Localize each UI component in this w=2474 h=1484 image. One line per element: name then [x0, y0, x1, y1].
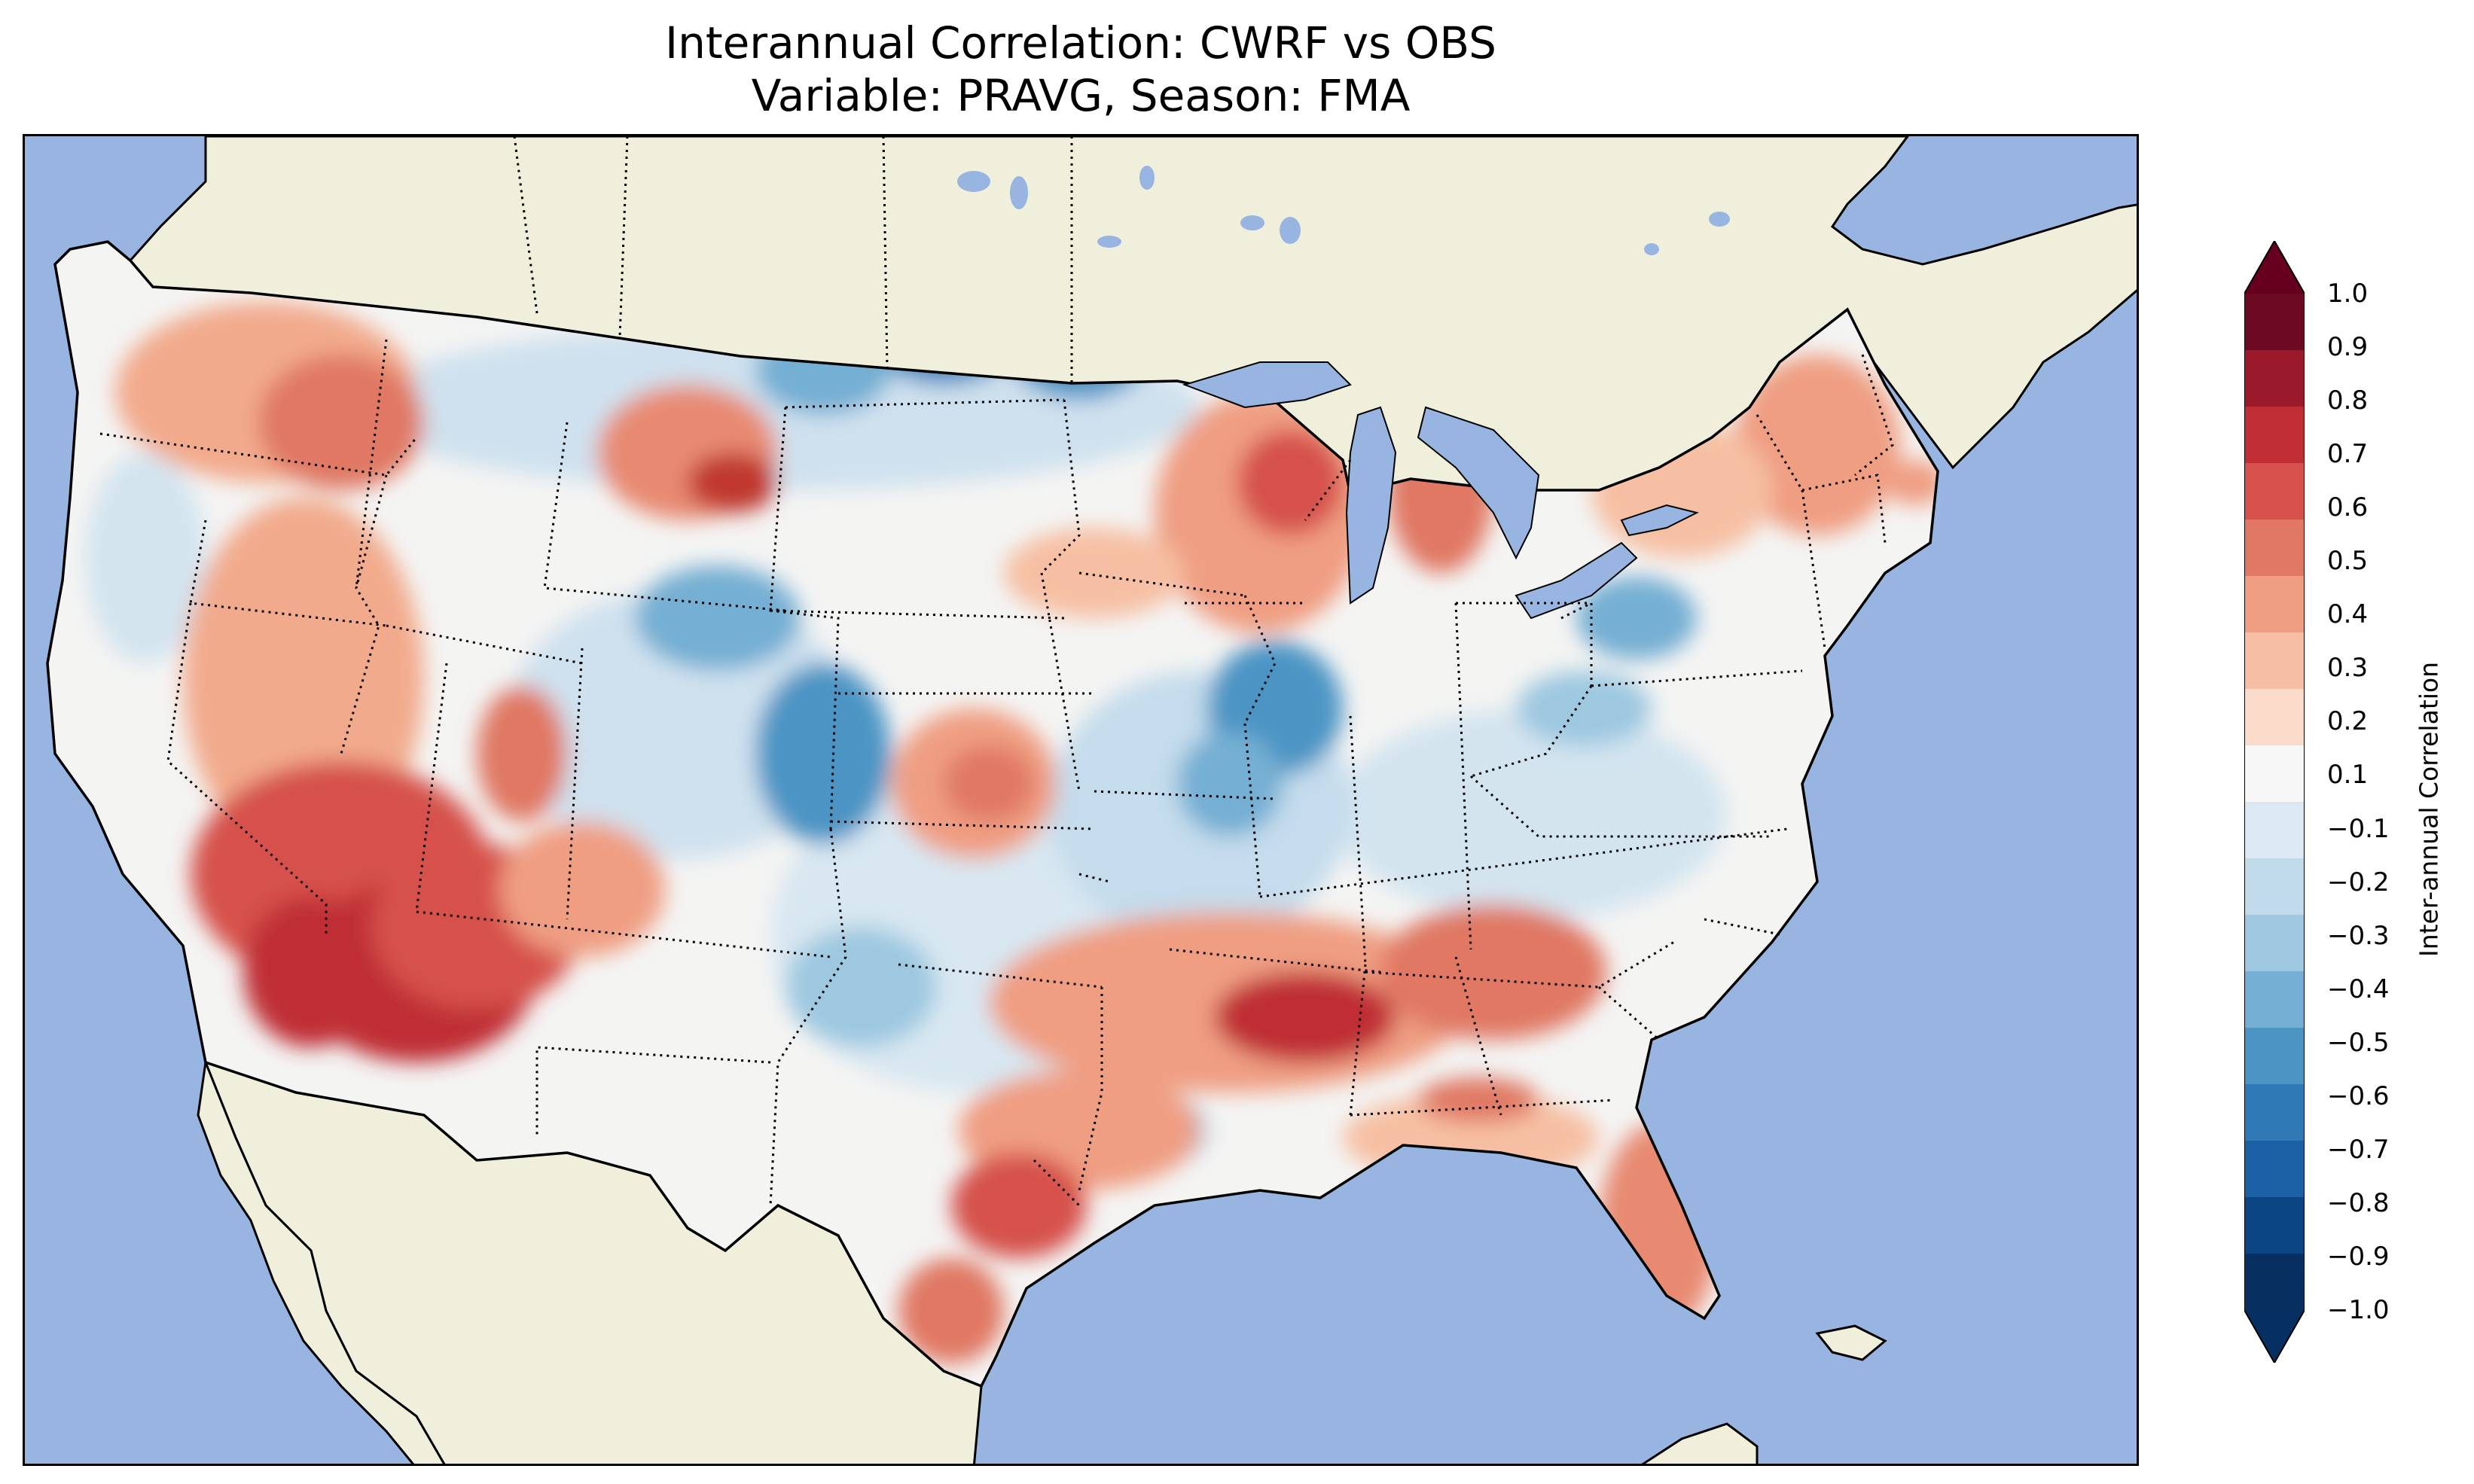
- colorbar-tick-label: −0.9: [2327, 1241, 2390, 1272]
- colorbar-bin: [2244, 745, 2305, 803]
- chart-title-line1: Interannual Correlation: CWRF vs OBS: [664, 17, 1496, 69]
- colorbar-tick-label: 0.5: [2327, 546, 2369, 577]
- colorbar-tick-label: 0.7: [2327, 439, 2369, 470]
- colorbar-bin: [2244, 1197, 2305, 1254]
- colorbar-bin: [2244, 858, 2305, 916]
- colorbar-bin: [2244, 632, 2305, 690]
- colorbar-bin: [2244, 1141, 2305, 1198]
- colorbar-bins: [2244, 294, 2305, 1311]
- colorbar-bin: [2244, 576, 2305, 633]
- colorbar-bin: [2244, 520, 2305, 577]
- colorbar-tick-label: 0.6: [2327, 492, 2369, 523]
- colorbar-tick-label: 0.1: [2327, 760, 2369, 791]
- colorbar-bin: [2244, 463, 2305, 520]
- colorbar-tick-label: −0.5: [2327, 1027, 2390, 1058]
- colorbar-tick-label: −0.4: [2327, 974, 2390, 1004]
- colorbar-bin: [2244, 971, 2305, 1028]
- great-lakes: [1182, 361, 1699, 620]
- land-yucatan: [1641, 1422, 1759, 1464]
- colorbar-tick-label: −1.0: [2327, 1295, 2390, 1325]
- colorbar-label: Inter-annual Correlation: [2414, 661, 2444, 958]
- colorbar-tick-label: −0.6: [2327, 1080, 2390, 1111]
- colorbar-tick-label: 0.2: [2327, 706, 2369, 737]
- colorbar-bin: [2244, 294, 2305, 351]
- colorbar-under-arrow: [2244, 1310, 2305, 1363]
- chart-title-line2: Variable: PRAVG, Season: FMA: [751, 70, 1411, 121]
- state-borders: [99, 136, 1894, 1207]
- colorbar-tick-label: 0.3: [2327, 653, 2369, 684]
- map-panel: [23, 134, 2139, 1466]
- colorbar-bin: [2244, 407, 2305, 464]
- colorbar-tick-label: 0.4: [2327, 599, 2369, 630]
- colorbar-tick-label: −0.8: [2327, 1187, 2390, 1218]
- map-svg: [25, 136, 2137, 1464]
- colorbar-tick-label: 0.8: [2327, 385, 2369, 416]
- colorbar-tick-label: −0.2: [2327, 867, 2390, 897]
- colorbar-bin: [2244, 1084, 2305, 1141]
- colorbar: [2244, 241, 2305, 1363]
- colorbar-tick-label: 0.9: [2327, 332, 2369, 363]
- colorbar-tick-label: −0.1: [2327, 813, 2390, 844]
- colorbar-tick-label: 1.0: [2327, 279, 2369, 309]
- colorbar-over-arrow: [2244, 241, 2305, 294]
- colorbar-bin: [2244, 350, 2305, 407]
- colorbar-bin: [2244, 1254, 2305, 1311]
- land-cuba: [1815, 1324, 1887, 1361]
- colorbar-tick-label: −0.3: [2327, 920, 2390, 951]
- colorbar-bin: [2244, 915, 2305, 972]
- canadian-lakes: [957, 166, 1730, 255]
- colorbar-bin: [2244, 802, 2305, 859]
- colorbar-bin: [2244, 689, 2305, 746]
- colorbar-tick-label: −0.7: [2327, 1134, 2390, 1165]
- land-baja: [197, 1058, 446, 1464]
- colorbar-bin: [2244, 1028, 2305, 1085]
